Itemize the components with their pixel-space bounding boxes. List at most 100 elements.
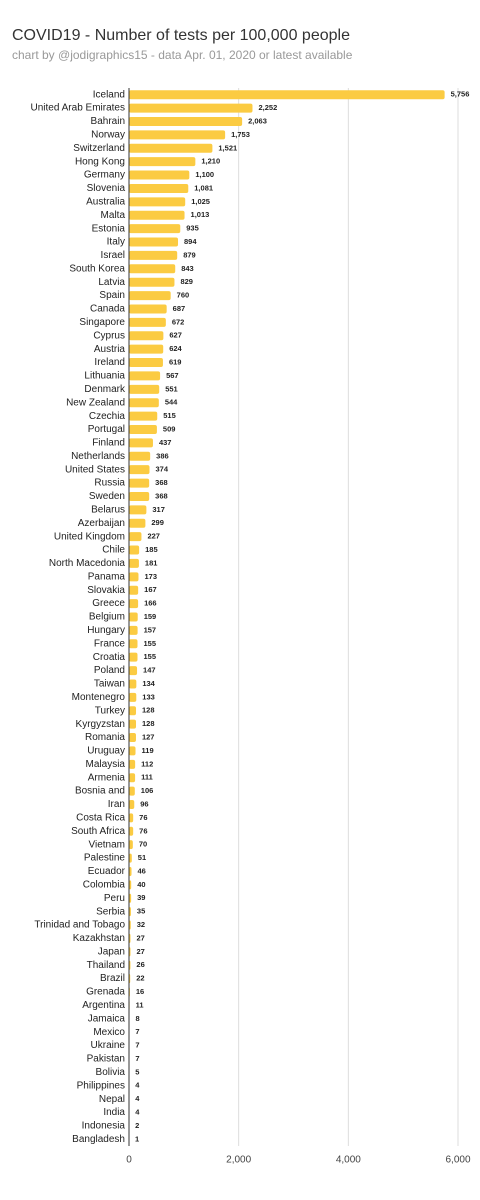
value-label: 185 [145, 545, 158, 554]
y-tick-label: Costa Rica [76, 813, 125, 824]
value-label: 894 [184, 237, 197, 246]
y-tick-label: Slovenia [87, 183, 126, 194]
value-label: 76 [139, 826, 147, 835]
bar [129, 398, 159, 408]
chart-title: COVID19 - Number of tests per 100,000 pe… [12, 27, 350, 44]
bar [129, 746, 136, 756]
value-label: 119 [142, 746, 154, 755]
value-label: 829 [180, 277, 193, 286]
bar [129, 719, 137, 729]
y-tick-label: Philippines [77, 1080, 125, 1091]
value-label: 133 [142, 692, 155, 701]
bar [129, 518, 146, 528]
bar [129, 666, 138, 676]
bar [129, 277, 175, 287]
value-label: 1,081 [194, 183, 213, 192]
y-tick-label: Mexico [93, 1027, 125, 1038]
y-tick-label: Lithuania [84, 371, 125, 382]
y-tick-label: Kazakhstan [73, 933, 125, 944]
y-tick-label: Portugal [88, 424, 125, 435]
bar [129, 759, 136, 769]
bar [129, 826, 134, 836]
y-tick-label: Croatia [93, 652, 126, 663]
y-tick-label: Israel [101, 250, 125, 261]
y-tick-label: Colombia [83, 879, 126, 890]
y-tick-label: United Kingdom [54, 531, 125, 542]
bar [129, 438, 153, 448]
value-label: 155 [143, 652, 156, 661]
bar [129, 425, 157, 435]
y-tick-label: Czechia [89, 411, 126, 422]
bar [129, 116, 243, 126]
bar [129, 679, 137, 689]
bar [129, 612, 138, 622]
bar [129, 599, 139, 609]
y-tick-label: Slovakia [87, 585, 125, 596]
value-label: 227 [147, 532, 160, 541]
y-tick-label: Jamaica [88, 1013, 126, 1024]
bar [129, 411, 158, 421]
bar [129, 451, 151, 461]
bar [129, 532, 142, 542]
value-label: 879 [183, 250, 196, 259]
bar [129, 304, 167, 314]
y-tick-label: Turkey [95, 705, 125, 716]
y-tick-label: Bolivia [96, 1067, 126, 1078]
bar [129, 237, 179, 247]
y-tick-label: Hungary [87, 625, 125, 636]
y-tick-label: Ukraine [91, 1040, 126, 1051]
value-label: 27 [136, 933, 144, 942]
bar [129, 866, 132, 876]
value-label: 1,025 [191, 197, 210, 206]
value-label: 368 [155, 478, 168, 487]
value-label: 368 [155, 491, 168, 500]
y-tick-label: Cyprus [93, 330, 125, 341]
y-tick-label: South Africa [71, 826, 125, 837]
y-tick-label: United Arab Emirates [31, 103, 126, 114]
value-label: 2 [135, 1121, 139, 1130]
value-label: 1 [135, 1134, 139, 1143]
bar [129, 491, 150, 501]
y-tick-label: Grenada [86, 987, 125, 998]
value-label: 687 [173, 304, 186, 313]
y-tick-label: Serbia [96, 906, 125, 917]
bar [129, 210, 185, 220]
y-tick-label: Trinidad and Tobago [34, 920, 125, 931]
y-tick-label: Pakistan [87, 1054, 125, 1065]
y-tick-label: Malta [101, 210, 126, 221]
y-tick-label: Hong Kong [75, 156, 125, 167]
bar [129, 799, 135, 809]
value-label: 112 [141, 759, 153, 768]
value-label: 843 [181, 264, 194, 273]
y-tick-label: North Macedonia [49, 558, 126, 569]
value-label: 27 [136, 947, 144, 956]
bar [129, 465, 150, 475]
value-label: 386 [156, 451, 169, 460]
y-tick-label: New Zealand [66, 397, 125, 408]
y-tick-label: Ireland [94, 357, 125, 368]
bar [129, 130, 226, 140]
value-label: 128 [142, 706, 155, 715]
value-label: 7 [135, 1027, 139, 1036]
bar [129, 733, 136, 743]
bar [129, 264, 176, 274]
value-label: 76 [139, 813, 147, 822]
value-label: 16 [136, 987, 144, 996]
y-tick-label: Latvia [98, 277, 125, 288]
y-tick-label: Estonia [92, 223, 126, 234]
value-label: 374 [156, 465, 169, 474]
value-label: 8 [135, 1014, 139, 1023]
value-label: 181 [145, 558, 158, 567]
y-tick-label: Spain [99, 290, 125, 301]
bar [129, 558, 139, 568]
y-tick-label: Indonesia [82, 1121, 126, 1132]
value-label: 40 [137, 880, 145, 889]
y-tick-label: Thailand [87, 960, 125, 971]
value-label: 46 [138, 866, 146, 875]
y-tick-label: India [103, 1107, 125, 1118]
bar [129, 813, 134, 823]
y-tick-label: Malaysia [86, 759, 126, 770]
y-tick-label: Sweden [89, 491, 125, 502]
value-label: 515 [163, 411, 176, 420]
bar [129, 840, 133, 850]
